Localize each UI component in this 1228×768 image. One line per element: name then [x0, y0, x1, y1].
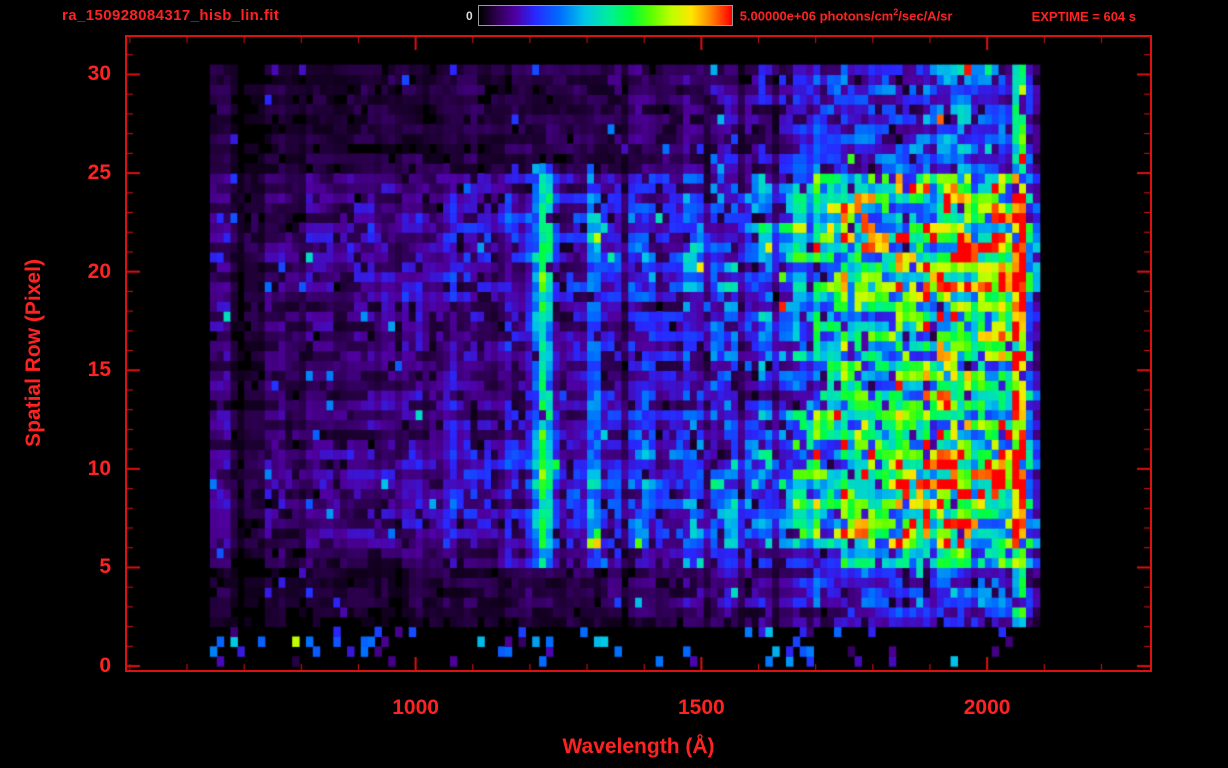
y-tick-label: 15 [87, 358, 111, 382]
y-tick-label: 25 [87, 161, 111, 185]
y-tick-label: 0 [99, 654, 111, 678]
filename-title: ra_150928084317_hisb_lin.fit [62, 7, 280, 24]
plot-area [125, 35, 1152, 672]
y-tick-label: 10 [87, 456, 111, 480]
colorbar-max-units: /sec/A/sr [898, 8, 953, 24]
y-tick-label: 5 [99, 555, 111, 579]
y-axis-title: Spatial Row (Pixel) [22, 259, 45, 447]
colorbar-gradient [477, 5, 733, 26]
y-tick-label: 20 [87, 259, 111, 283]
colorbar-max-label: 5.00000e+06 photons/cm2/sec/A/sr [740, 7, 953, 23]
colorbar-max-text: 5.00000e+06 photons/cm [739, 8, 894, 24]
x-tick-label: 1500 [678, 696, 725, 719]
exptime-label: EXPTIME = 604 s [1031, 9, 1136, 24]
y-tick-label: 30 [87, 62, 111, 86]
x-tick-label: 1000 [392, 696, 439, 719]
colorbar-max-superscript: 2 [893, 7, 899, 18]
heatmap-canvas [127, 37, 1150, 670]
colorbar-min-label: 0 [466, 8, 473, 23]
x-tick-label: 2000 [963, 696, 1011, 719]
colorbar: 0 5.00000e+06 photons/cm2/sec/A/sr [466, 4, 952, 27]
x-axis-title: Wavelength (Å) [562, 735, 715, 758]
